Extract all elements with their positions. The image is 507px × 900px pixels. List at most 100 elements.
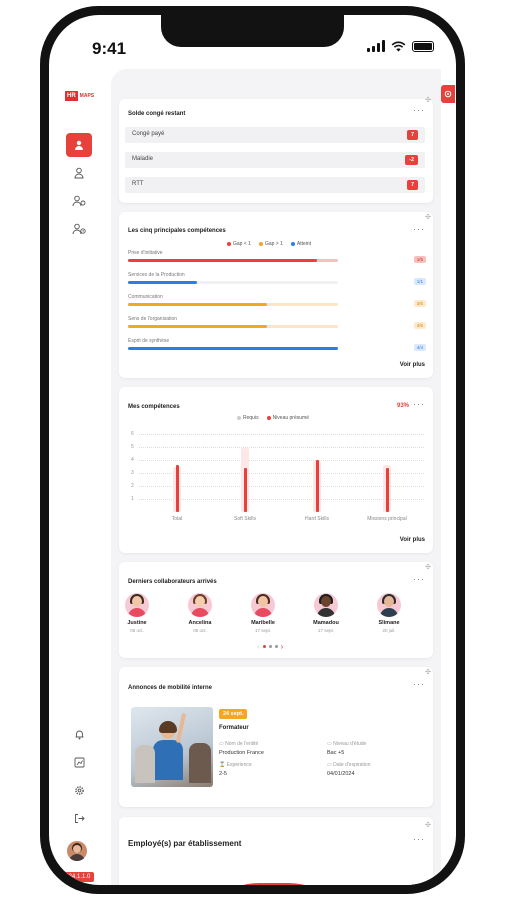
y-tick-label: 2 — [131, 483, 134, 489]
card-title: Derniers collaborateurs arrivés — [128, 579, 217, 585]
skill-name: Prise d'initiative — [128, 250, 163, 256]
leave-label: Congé payé — [132, 131, 165, 137]
voir-plus-link[interactable]: Voir plus — [399, 362, 425, 368]
skill-fill — [128, 281, 198, 284]
collaborator-name: Ancelina — [188, 620, 212, 626]
field-label: ⌛ Expérience — [219, 762, 252, 768]
pagination-dot[interactable] — [274, 645, 278, 648]
legend-item: Atteint — [290, 241, 311, 247]
nav-profile[interactable] — [66, 133, 92, 157]
avatar — [188, 593, 212, 617]
skill-row: Prise d'initiative 1/5 — [128, 250, 426, 263]
more-options-icon[interactable]: ··· — [413, 834, 425, 844]
skill-level-tag: 3/5 — [413, 322, 426, 329]
main-content: Solde congé restant ··· ✣ Congé payé 7 M… — [111, 69, 441, 885]
card-collaborateurs: Derniers collaborateurs arrivés ··· ✣ Ju… — [119, 562, 433, 658]
skill-fill — [128, 347, 338, 350]
skill-row: Esprit de synthèse 4/4 — [128, 338, 426, 351]
y-tick-label: 5 — [131, 444, 134, 450]
chart-legend: Requis Niveau présumé — [237, 415, 309, 421]
pagination-dot[interactable] — [262, 645, 266, 648]
field-label: ▭ Nom de l'entité — [219, 741, 259, 747]
skill-level-tag: 3/5 — [413, 300, 426, 307]
more-options-icon[interactable]: ··· — [413, 224, 425, 234]
leave-row: Maladie -2 — [125, 152, 425, 168]
chevron-right-icon[interactable]: › — [280, 642, 284, 651]
skill-name: Esprit de synthèse — [128, 338, 170, 344]
collaborator-date: 17 sept. — [317, 628, 334, 633]
collaborator-card[interactable]: Maribelle 17 sept. — [243, 593, 283, 633]
collaborator-card[interactable]: Ancelina 05 oct. — [180, 593, 220, 633]
status-time: 9:41 — [92, 39, 127, 58]
collaborator-date: 05 oct. — [130, 628, 144, 633]
field-value: 2-5 — [219, 771, 227, 777]
y-tick-label: 6 — [131, 431, 134, 437]
card-title: Solde congé restant — [128, 111, 186, 117]
move-icon[interactable]: ✣ — [425, 564, 431, 571]
legend-item: Requis — [237, 415, 259, 421]
nav-reports[interactable] — [66, 750, 92, 774]
x-axis-label: Soft Skills — [234, 516, 256, 522]
more-options-icon[interactable]: ··· — [413, 105, 425, 115]
logo-text: MAPS — [79, 93, 95, 99]
leave-value: 7 — [406, 180, 418, 190]
pie-chart — [199, 883, 349, 885]
skill-name: Sens de l'organisation — [128, 316, 178, 322]
legend-item: Niveau présumé — [266, 415, 309, 421]
signal-icon — [367, 40, 385, 52]
collaborator-card[interactable]: Justine 05 oct. — [117, 593, 157, 633]
logout-icon — [74, 813, 85, 823]
nav-notifications[interactable] — [66, 722, 92, 746]
move-icon[interactable]: ✣ — [425, 214, 431, 221]
nav-user-clock[interactable] — [66, 217, 92, 241]
card-title: Employé(s) par établissement — [128, 839, 242, 848]
annonce-role: Formateur — [219, 725, 249, 731]
bar-niveau[interactable] — [175, 465, 179, 512]
skill-level-tag: 1/5 — [413, 256, 426, 263]
more-options-icon[interactable]: ··· — [413, 574, 425, 584]
nav-settings[interactable] — [66, 778, 92, 802]
collaborator-card[interactable]: Mamadou 17 sept. — [306, 593, 346, 633]
card-employes: Employé(s) par établissement ··· ✣ — [119, 817, 433, 885]
field-label: ▭ Date d'expiration — [327, 762, 371, 768]
collaborator-date: 20 juil. — [382, 628, 396, 633]
nav-user-settings[interactable] — [66, 189, 92, 213]
skill-fill — [128, 303, 267, 306]
nav-logout[interactable] — [66, 806, 92, 830]
annonce-date-badge: 24 sept. — [219, 709, 248, 719]
bar-niveau[interactable] — [315, 460, 319, 512]
skill-level-tag: 4/4 — [413, 344, 426, 351]
move-icon[interactable]: ✣ — [425, 669, 431, 676]
version-badge: 2024.1.1.0 — [58, 872, 95, 882]
leave-value: -2 — [405, 155, 418, 165]
pagination-dot[interactable] — [268, 645, 272, 648]
nav-team[interactable] — [66, 161, 92, 185]
avatar[interactable] — [67, 841, 87, 861]
chevron-left-icon[interactable]: ‹ — [257, 642, 260, 651]
user-icon — [75, 140, 83, 150]
skill-fill — [128, 325, 267, 328]
grid-line — [139, 499, 424, 500]
collaborator-card[interactable]: Slimane 20 juil. — [369, 593, 409, 633]
move-icon[interactable]: ✣ — [425, 822, 431, 829]
more-options-icon[interactable]: ··· — [413, 399, 425, 409]
gear-icon — [74, 785, 84, 795]
side-panel-tab[interactable] — [441, 85, 455, 103]
skill-level-tag: 1/1 — [413, 278, 426, 285]
more-options-icon[interactable]: ··· — [413, 679, 425, 689]
card-title: Annonces de mobilité interne — [128, 685, 213, 691]
phone-frame: 9:41 HR MAPS — [40, 6, 465, 894]
leave-row: RTT 7 — [125, 177, 425, 193]
voir-plus-link[interactable]: Voir plus — [399, 537, 425, 543]
bar-niveau[interactable] — [385, 467, 389, 512]
skill-name: Services de la Production — [128, 272, 185, 278]
card-annonces: Annonces de mobilité interne ··· ✣ 24 se… — [119, 667, 433, 807]
leave-value: 7 — [406, 130, 418, 140]
bar-niveau[interactable] — [243, 467, 247, 512]
status-icons — [367, 40, 434, 52]
move-icon[interactable]: ✣ — [425, 97, 431, 104]
chart-box-icon — [74, 757, 84, 767]
skill-fill — [128, 259, 317, 262]
skill-name: Communication — [128, 294, 163, 300]
collaborator-date: 17 sept. — [254, 628, 271, 633]
